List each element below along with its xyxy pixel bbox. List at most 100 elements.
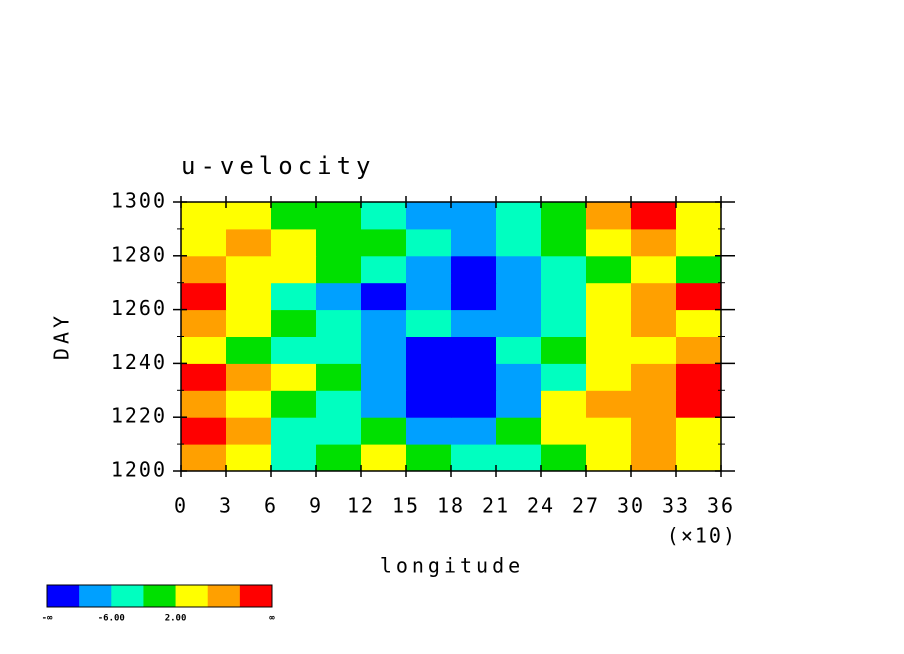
heatmap-cell <box>676 390 722 418</box>
heatmap-cell <box>676 255 722 284</box>
heatmap-cell <box>271 202 317 230</box>
heatmap-cell <box>271 336 317 364</box>
heatmap-cell <box>316 390 362 418</box>
heatmap-cell <box>361 202 407 230</box>
heatmap-cell <box>316 255 362 284</box>
heatmap-cell <box>271 282 317 311</box>
x-axis-label: longitude <box>380 554 524 578</box>
heatmap-cell <box>226 417 272 445</box>
heatmap-cell <box>676 202 722 230</box>
colorbar-swatch <box>47 585 80 607</box>
heatmap-cell <box>586 228 632 257</box>
heatmap-cell <box>316 417 362 445</box>
heatmap-cell <box>181 417 227 445</box>
heatmap-cell <box>451 390 497 418</box>
heatmap-cell <box>406 309 452 337</box>
colorbar-swatch <box>143 585 177 607</box>
colorbar-swatch <box>175 585 209 607</box>
heatmap-cell <box>361 363 407 391</box>
heatmap-cell <box>271 363 317 391</box>
heatmap-cell <box>181 255 227 284</box>
x-tick-label: 33 <box>662 494 690 518</box>
heatmap-cell <box>586 444 632 472</box>
heatmap-cell <box>451 336 497 364</box>
heatmap-cell <box>181 390 227 418</box>
heatmap-cell <box>406 255 452 284</box>
colorbar-label: ∞ <box>269 614 275 624</box>
heatmap-cell <box>631 363 677 391</box>
heatmap-cell <box>406 390 452 418</box>
colorbar-swatch <box>239 585 273 607</box>
x-tick-label: 6 <box>264 494 278 518</box>
heatmap-cell <box>226 336 272 364</box>
heatmap-cell <box>316 363 362 391</box>
heatmap-cell <box>361 444 407 472</box>
chart-title: u-velocity <box>181 152 376 180</box>
heatmap-cell <box>361 228 407 257</box>
heatmap-cell <box>271 390 317 418</box>
heatmap-cell <box>541 202 587 230</box>
x-tick-label: 0 <box>174 494 188 518</box>
x-tick-label: 18 <box>437 494 465 518</box>
heatmap-cell <box>316 202 362 230</box>
heatmap-cell <box>181 363 227 391</box>
heatmap-cell <box>271 309 317 337</box>
heatmap-cell <box>676 282 722 311</box>
heatmap-cell <box>226 363 272 391</box>
heatmap-cell <box>541 309 587 337</box>
heatmap-cell <box>676 444 722 472</box>
heatmap-cell <box>586 363 632 391</box>
heatmap-cell <box>541 363 587 391</box>
heatmap-cell <box>181 336 227 364</box>
heatmap-cell <box>361 255 407 284</box>
y-tick-label: 1260 <box>111 296 167 320</box>
heatmap-cell <box>226 282 272 311</box>
heatmap-cell <box>226 309 272 337</box>
heatmap-cell <box>181 202 227 230</box>
heatmap-cell <box>406 417 452 445</box>
heatmap-cell <box>631 444 677 472</box>
heatmap-cell <box>451 309 497 337</box>
heatmap-cell <box>451 444 497 472</box>
heatmap-cell <box>541 417 587 445</box>
heatmap-cell <box>361 390 407 418</box>
colorbar-frame <box>46 584 273 608</box>
x-tick-label: 30 <box>617 494 645 518</box>
colorbar-label: -∞ <box>42 614 53 624</box>
heatmap-cell <box>541 228 587 257</box>
heatmap-cell <box>451 417 497 445</box>
heatmap-cell <box>586 417 632 445</box>
heatmap-cell <box>631 255 677 284</box>
heatmap-cell <box>586 202 632 230</box>
heatmap-cell <box>451 282 497 311</box>
heatmap-cell <box>676 309 722 337</box>
x-multiplier: (×10) <box>667 524 737 548</box>
heatmap-cell <box>406 336 452 364</box>
x-tick-label: 9 <box>309 494 323 518</box>
heatmap-cell <box>361 336 407 364</box>
heatmap-cell <box>181 309 227 337</box>
heatmap-cell <box>316 309 362 337</box>
heatmap-cell <box>181 444 227 472</box>
heatmap-cell <box>406 444 452 472</box>
heatmap-cell <box>451 255 497 284</box>
heatmap-cell <box>496 228 542 257</box>
heatmap-cell <box>676 336 722 364</box>
heatmap-cell <box>496 282 542 311</box>
heatmap-cell <box>586 282 632 311</box>
heatmap-cell <box>631 202 677 230</box>
heatmap-cell <box>496 363 542 391</box>
heatmap-cell <box>226 202 272 230</box>
heatmap-cell <box>316 282 362 311</box>
heatmap-cell <box>586 336 632 364</box>
heatmap-cell <box>451 202 497 230</box>
heatmap-cell <box>676 417 722 445</box>
heatmap-cell <box>541 444 587 472</box>
heatmap-cell <box>631 228 677 257</box>
heatmap-cell <box>676 228 722 257</box>
y-tick-label: 1200 <box>111 458 167 482</box>
y-axis-label: DAY <box>50 312 74 360</box>
heatmap-cell <box>406 363 452 391</box>
heatmap-cell <box>496 202 542 230</box>
